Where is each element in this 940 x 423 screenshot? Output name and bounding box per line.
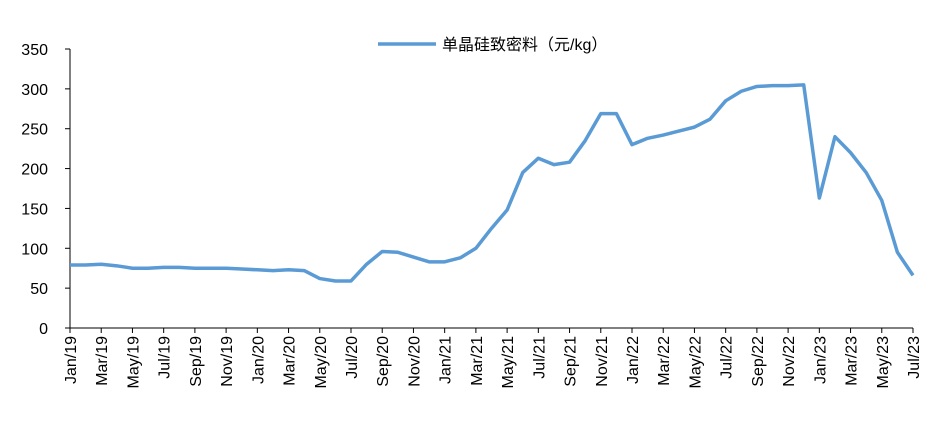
x-tick-label: Jan/21 — [438, 336, 455, 384]
x-tick-label: Mar/20 — [282, 336, 299, 386]
x-tick-label: May/21 — [500, 336, 517, 389]
x-tick-label: Jan/23 — [812, 336, 829, 384]
y-tick-label: 100 — [21, 241, 48, 258]
x-tick-label: Mar/22 — [656, 336, 673, 386]
data-line — [70, 83, 915, 283]
y-tick-label: 0 — [39, 321, 48, 338]
x-tick-label: May/23 — [875, 336, 892, 389]
x-tick-label: Jan/20 — [250, 336, 267, 384]
x-tick-label: Nov/21 — [594, 336, 611, 387]
x-tick-label: Sep/20 — [375, 336, 392, 387]
x-tick-label: Jul/21 — [531, 336, 548, 379]
y-tick-label: 250 — [21, 122, 48, 139]
y-tick-label: 300 — [21, 82, 48, 99]
legend-label: 单晶硅致密料（元/kg） — [442, 36, 607, 54]
x-tick-label: Jul/22 — [719, 336, 736, 379]
x-tick-label: Mar/23 — [844, 336, 861, 386]
x-tick-label: Nov/19 — [219, 336, 236, 387]
x-tick-label: Mar/21 — [469, 336, 486, 386]
y-tick-label: 350 — [21, 42, 48, 59]
x-tick-label: Nov/22 — [781, 336, 798, 387]
x-tick-label: May/19 — [125, 336, 142, 389]
x-tick-label: Sep/22 — [750, 336, 767, 387]
x-tick-label: Nov/20 — [406, 336, 423, 387]
y-tick-label: 50 — [30, 281, 48, 298]
y-tick-label: 150 — [21, 201, 48, 218]
x-tick-label: Jul/20 — [344, 336, 361, 379]
x-tick-label: May/20 — [313, 336, 330, 389]
x-tick-label: Jul/19 — [157, 336, 174, 379]
x-tick-label: Sep/21 — [563, 336, 580, 387]
x-tick-label: Jan/19 — [63, 336, 80, 384]
x-tick-label: May/22 — [687, 336, 704, 389]
x-tick-label: Mar/19 — [94, 336, 111, 386]
y-tick-label: 200 — [21, 162, 48, 179]
x-tick-label: Jan/22 — [625, 336, 642, 384]
x-tick-label: Jul/23 — [906, 336, 923, 379]
x-tick-label: Sep/19 — [188, 336, 205, 387]
